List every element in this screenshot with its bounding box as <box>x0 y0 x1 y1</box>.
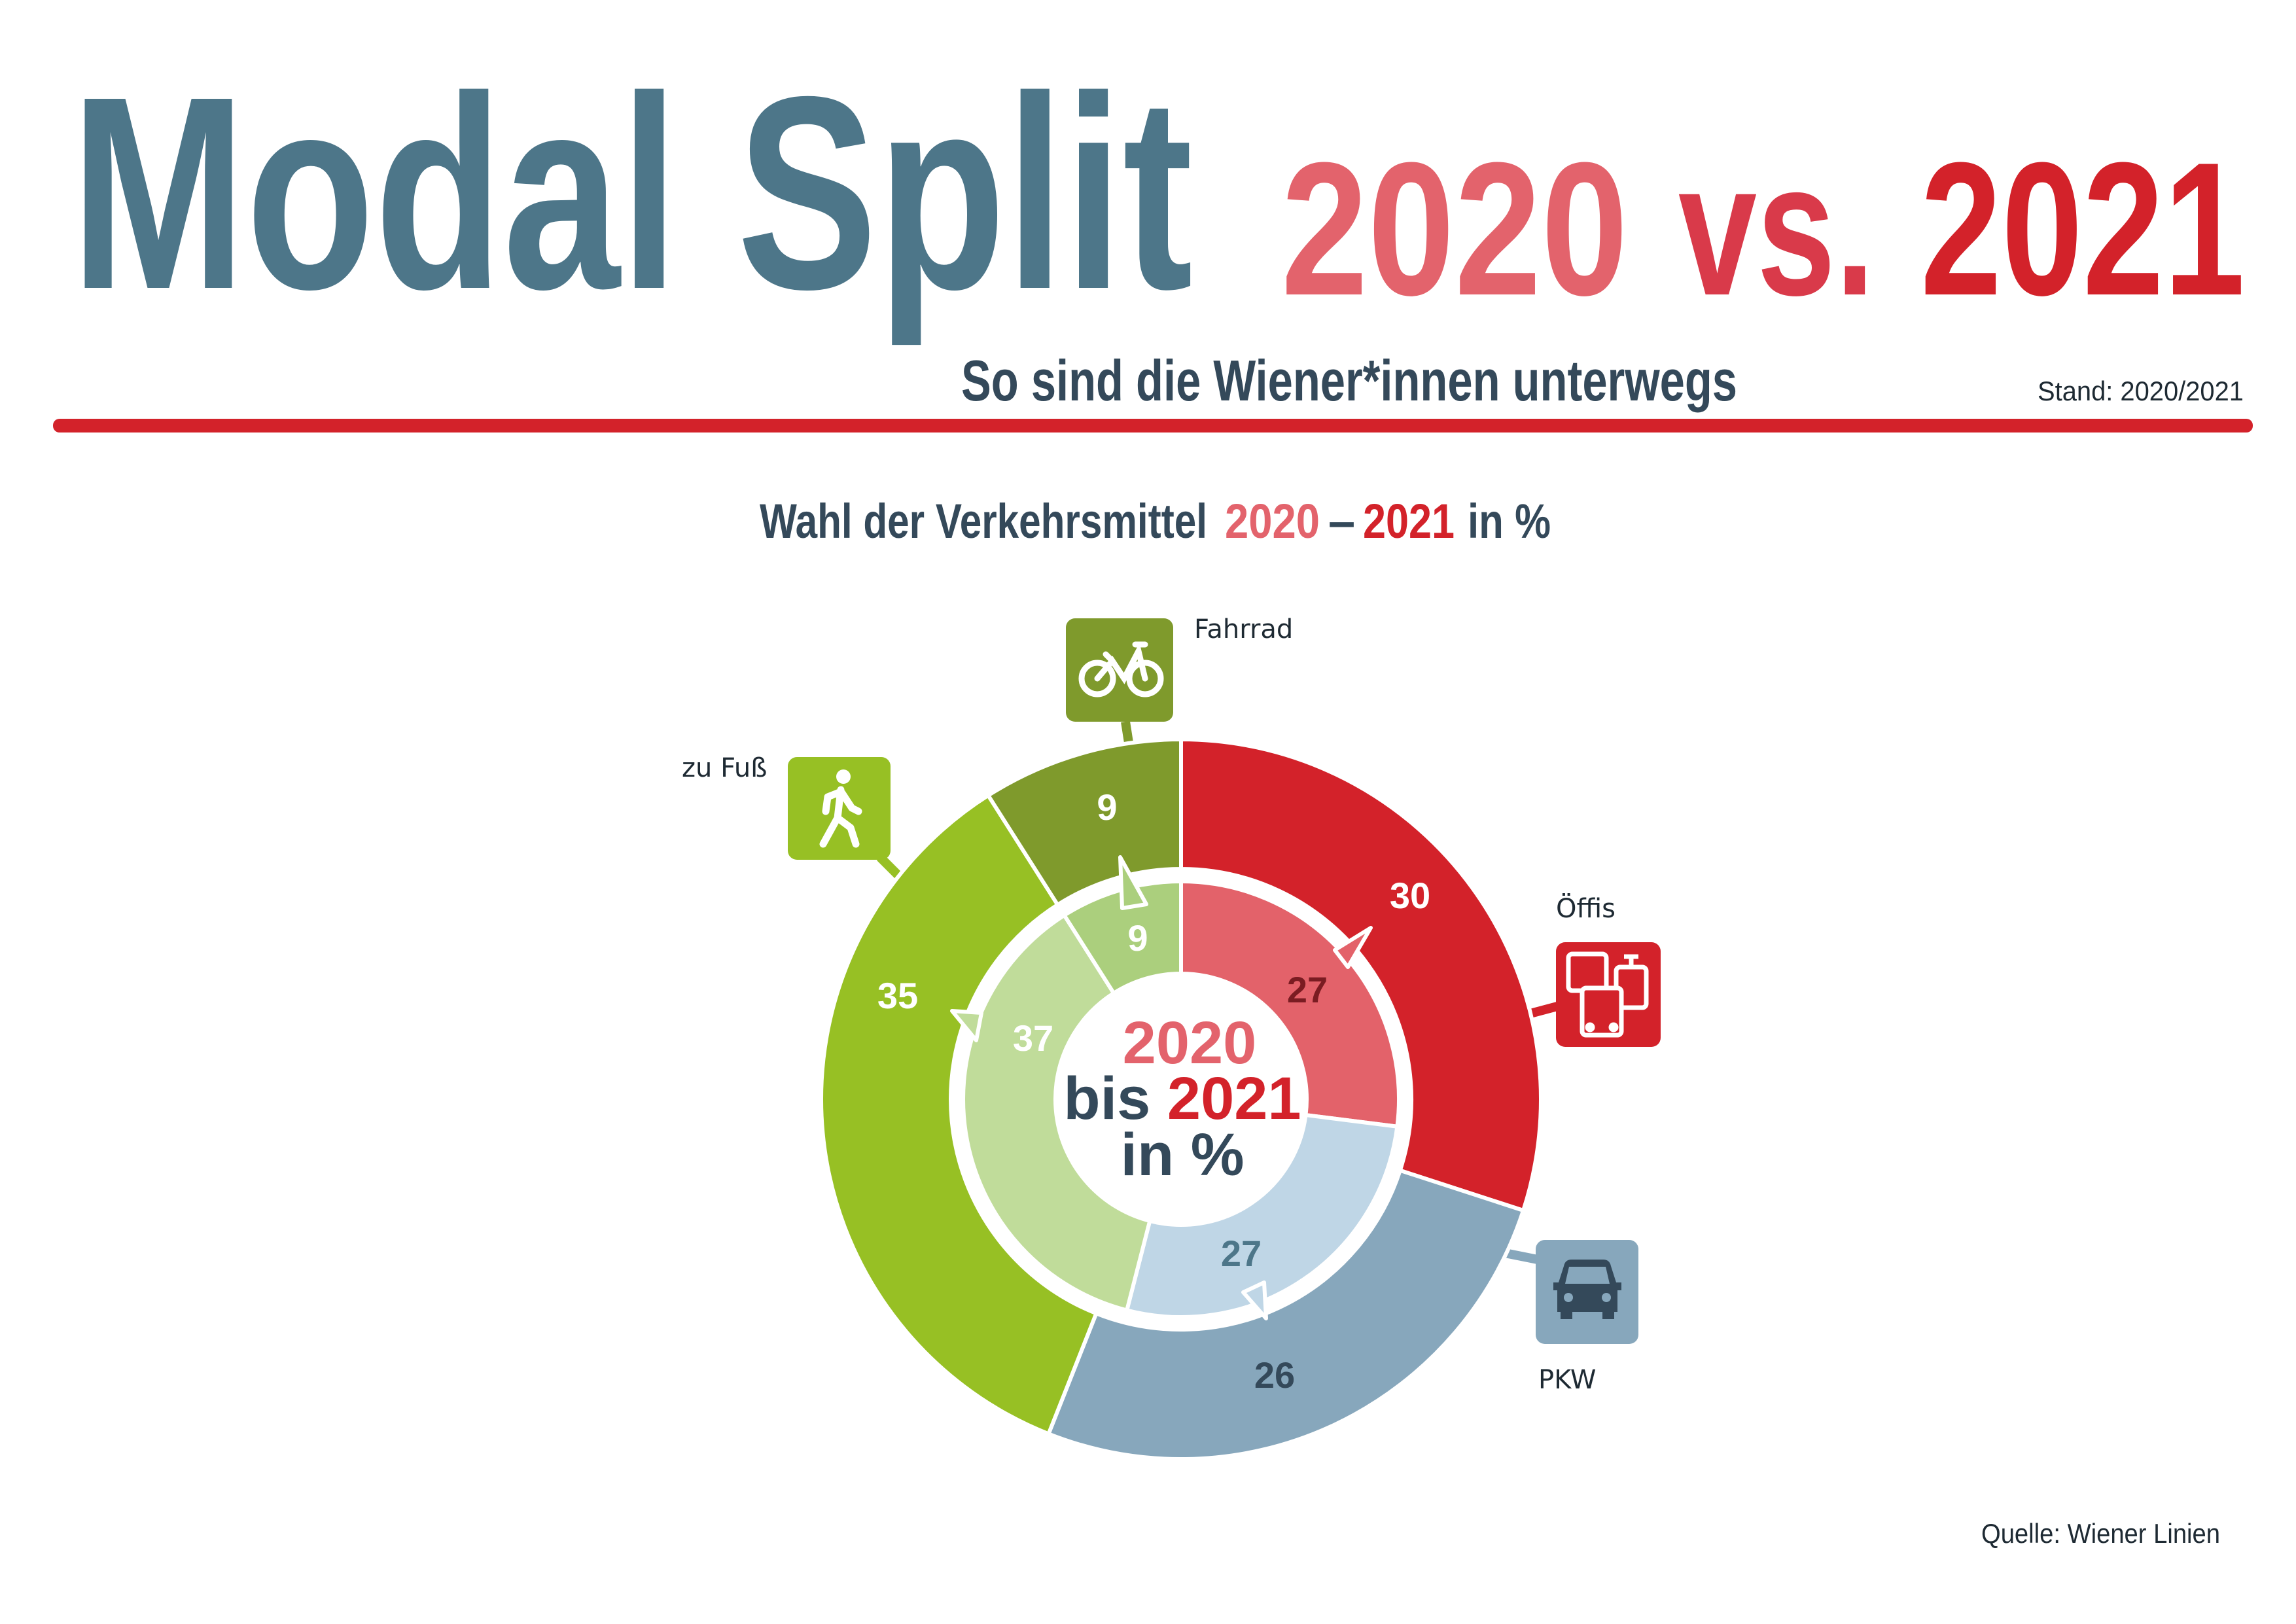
connector-oeffis <box>1527 1002 1559 1019</box>
value-2020-fuss: 37 <box>1013 1017 1053 1059</box>
legend-fahrrad: Fahrrad <box>1066 614 1293 722</box>
change-arrows <box>950 855 1373 1320</box>
title-vs: vs. <box>1678 123 1875 335</box>
label-pkw: PKW <box>1538 1365 1596 1395</box>
car-icon <box>1553 1260 1621 1319</box>
chart-title-dash: – <box>1328 494 1355 548</box>
center-year-2021: 2021 <box>1167 1065 1301 1132</box>
chart-title-prefix: Wahl der Verkehrsmittel <box>760 494 1207 548</box>
segment-2021-4 <box>985 737 1183 908</box>
arrow-fuss <box>950 1009 983 1042</box>
label-fuss: zu Fuß <box>682 753 767 783</box>
value-2021-pkw: 26 <box>1254 1354 1295 1396</box>
segment-2020-1 <box>1179 879 1401 1129</box>
arrow-oeffis <box>1333 926 1373 969</box>
arrow-fahrrad <box>1118 855 1148 910</box>
stand-date: Stand: 2020/2021 <box>2038 376 2244 406</box>
center-label: 2020 bis 2021 in % <box>1063 1010 1301 1188</box>
segment-2021-2 <box>1046 1167 1526 1461</box>
chart-title-suffix: in % <box>1468 494 1551 548</box>
value-2020-oeffis: 27 <box>1287 969 1328 1010</box>
legend-oeffis: Öffis <box>1556 892 1661 1047</box>
value-2021-fuss: 35 <box>877 975 918 1016</box>
connector-lines <box>877 720 1559 1264</box>
value-2021-oeffis: 30 <box>1390 875 1430 916</box>
main-title: Modal Split <box>71 40 1193 348</box>
chart-title-year-2021: 2021 <box>1363 494 1455 548</box>
bicycle-icon <box>1078 641 1164 697</box>
connector-fahrrad <box>1121 720 1133 744</box>
legend-fuss: zu Fuß <box>682 753 891 860</box>
source-note: Quelle: Wiener Linien <box>1981 1518 2220 1549</box>
segment-2020-3 <box>961 912 1152 1313</box>
value-2021-fahrrad: 9 <box>1097 786 1117 828</box>
arrow-pkw <box>1241 1280 1268 1320</box>
segment-2020-4 <box>1061 879 1183 997</box>
center-unit: in % <box>1120 1121 1244 1188</box>
header-divider <box>53 419 2253 432</box>
legend-pkw: PKW <box>1536 1240 1638 1395</box>
connector-fuss <box>877 854 903 880</box>
ring-2020 <box>961 879 1401 1319</box>
value-2020-pkw: 27 <box>1221 1233 1262 1274</box>
value-2020-fahrrad: 9 <box>1127 917 1148 959</box>
segment-2021-3 <box>819 792 1099 1437</box>
label-oeffis: Öffis <box>1556 892 1616 924</box>
label-fahrrad: Fahrrad <box>1194 614 1293 644</box>
segment-2020-2 <box>1124 1112 1400 1319</box>
center-year-2020: 2020 <box>1123 1010 1257 1076</box>
title-year-2021: 2021 <box>1920 123 2245 335</box>
bus-tram-icon <box>1566 951 1649 1038</box>
center-bis: bis <box>1063 1065 1150 1132</box>
segment-2021-1 <box>1179 737 1543 1213</box>
subtitle: So sind die Wiener*innen unterwegs <box>961 348 1737 413</box>
connector-pkw <box>1504 1248 1539 1264</box>
chart-title-year-2020: 2020 <box>1225 494 1320 548</box>
ring-2021 <box>819 737 1543 1461</box>
pedestrian-icon <box>819 769 862 848</box>
title-year-2020: 2020 <box>1281 123 1628 335</box>
chart-title: Wahl der Verkehrsmittel 2020 – 2021 in % <box>760 494 1551 548</box>
center-line-2: bis 2021 <box>1063 1065 1301 1132</box>
